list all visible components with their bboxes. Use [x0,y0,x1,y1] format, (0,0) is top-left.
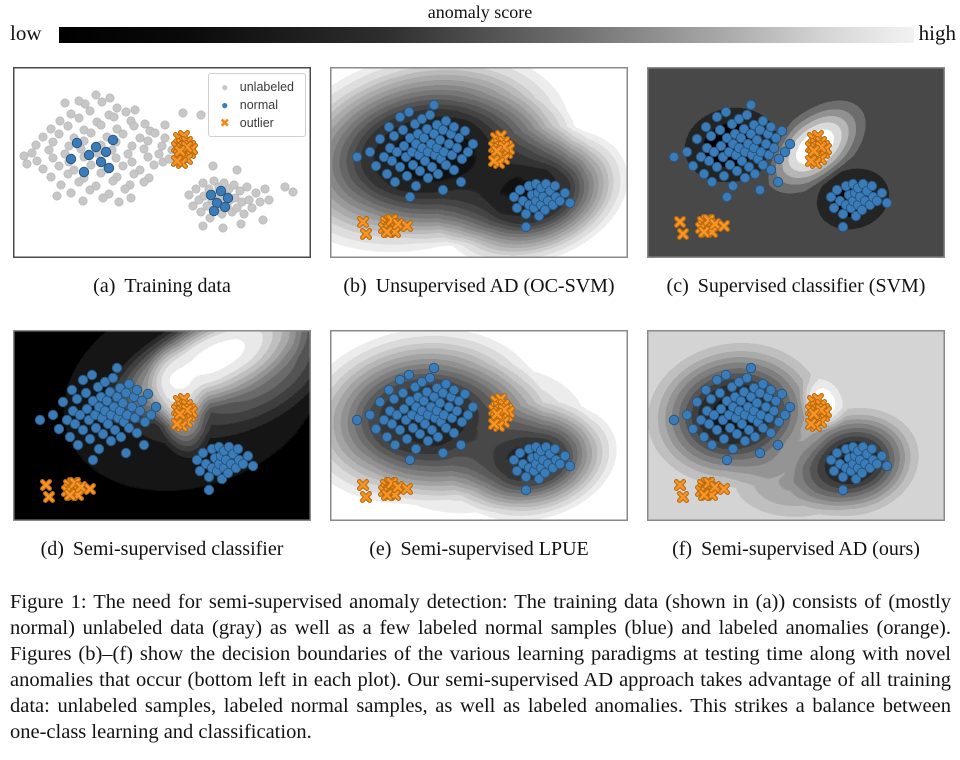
subplot-f: (f) Semi-supervised AD (ours) [647,330,945,593]
subplot-c-plot [647,67,945,258]
colorbar-gradient [59,27,914,43]
subplot-c: (c) Supervised classifier (SVM) [647,67,945,330]
colorbar-high-label: high [918,21,956,45]
legend-label: unlabeled [239,80,294,94]
subplot-b-plot [330,67,628,258]
legend-item-outlier: ✖ outlier [218,116,294,130]
subplot-f-plot [647,330,945,521]
subplot-e-plot [330,330,628,521]
caption-text: Training data [124,275,231,297]
caption-tag: (e) [369,538,392,560]
caption-text: Supervised classifier (SVM) [697,275,926,297]
subplot-b: (b) Unsupervised AD (OC-SVM) [330,67,628,330]
subplot-d-caption: (d) Semi-supervised classifier [13,538,311,561]
subplot-e-caption: (e) Semi-supervised LPUE [330,538,628,561]
caption-text: Semi-supervised LPUE [400,538,589,560]
subplot-c-caption: (c) Supervised classifier (SVM) [647,275,945,298]
subplot-f-caption: (f) Semi-supervised AD (ours) [647,538,945,561]
legend-label: normal [239,98,278,112]
subplot-d-plot [13,330,311,521]
caption-text: Semi-supervised classifier [72,538,284,560]
subplot-grid: ● unlabeled ● normal ✖ outlier (a) Train… [13,67,945,593]
subplot-a-plot: ● unlabeled ● normal ✖ outlier [13,67,311,258]
caption-tag: (c) [666,275,689,297]
colorbar-title: anomaly score [427,2,533,22]
caption-text: Semi-supervised AD (ours) [701,538,920,560]
legend: ● unlabeled ● normal ✖ outlier [207,73,306,137]
caption-text: Unsupervised AD (OC-SVM) [375,275,615,297]
subplot-a: ● unlabeled ● normal ✖ outlier (a) Train… [13,67,311,330]
legend-item-normal: ● normal [218,98,294,112]
x-icon: ✖ [219,116,230,130]
caption-tag: (a) [93,275,116,297]
caption-tag: (b) [343,275,367,297]
dot-icon: ● [221,80,229,94]
subplot-d: (d) Semi-supervised classifier [13,330,311,593]
subplot-e: (e) Semi-supervised LPUE [330,330,628,593]
colorbar-low-label: low [10,21,42,45]
subplot-b-caption: (b) Unsupervised AD (OC-SVM) [330,275,628,298]
subplot-a-caption: (a) Training data [13,275,311,298]
caption-tag: (f) [672,538,693,560]
legend-label: outlier [239,116,274,130]
legend-item-unlabeled: ● unlabeled [218,80,294,94]
dot-icon: ● [221,98,229,112]
figure-caption: Figure 1: The need for semi-supervised a… [10,591,951,743]
caption-tag: (d) [40,538,64,560]
